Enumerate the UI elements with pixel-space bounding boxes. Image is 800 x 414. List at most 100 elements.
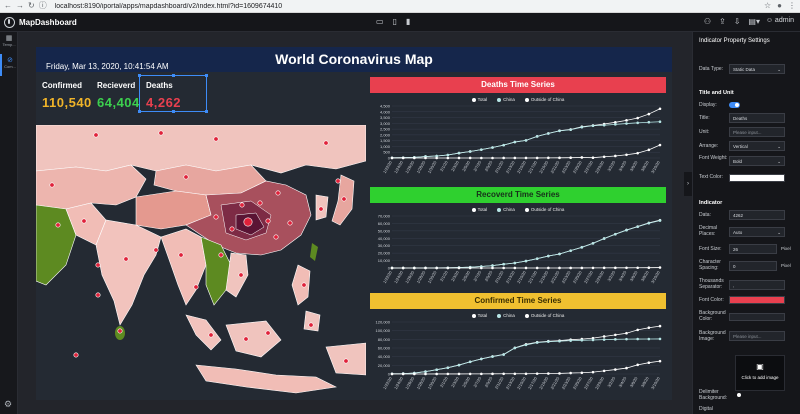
char-spacing-input[interactable]: 0 bbox=[729, 261, 777, 271]
data-point[interactable] bbox=[524, 266, 528, 270]
arrange-select[interactable]: Vertical ⌄ bbox=[729, 141, 785, 151]
data-point[interactable] bbox=[480, 357, 483, 361]
data-point[interactable] bbox=[602, 123, 606, 127]
data-point[interactable] bbox=[424, 266, 427, 270]
data-point[interactable] bbox=[535, 135, 539, 138]
legend-item[interactable]: China bbox=[497, 206, 515, 213]
data-point[interactable] bbox=[647, 120, 651, 124]
data-point[interactable] bbox=[658, 337, 662, 341]
font-color-swatch[interactable] bbox=[729, 296, 785, 304]
settings-icon[interactable]: ⚙ bbox=[4, 399, 13, 409]
upload-icon[interactable]: ⇪ bbox=[719, 17, 726, 26]
background-color-swatch[interactable] bbox=[729, 313, 785, 321]
data-point[interactable] bbox=[547, 372, 550, 375]
data-point[interactable] bbox=[636, 225, 639, 229]
data-point[interactable] bbox=[636, 116, 639, 120]
data-point[interactable] bbox=[547, 266, 550, 270]
star-icon[interactable]: ☆ bbox=[763, 1, 772, 10]
share-icon[interactable]: ⚇ bbox=[703, 17, 712, 26]
data-point[interactable] bbox=[558, 266, 561, 270]
indicator-deaths[interactable]: Deaths 4,262 bbox=[146, 81, 181, 110]
data-point[interactable] bbox=[513, 372, 517, 376]
thousands-separator-input[interactable]: , bbox=[729, 280, 785, 290]
data-point[interactable] bbox=[614, 266, 617, 270]
legend-item[interactable]: China bbox=[497, 312, 515, 319]
data-point[interactable] bbox=[491, 264, 494, 267]
legend-item[interactable]: Outside of China bbox=[524, 206, 564, 213]
data-point[interactable] bbox=[591, 338, 595, 342]
data-point[interactable] bbox=[658, 143, 662, 147]
data-point[interactable] bbox=[446, 156, 450, 160]
font-size-input[interactable]: 26 bbox=[729, 244, 777, 254]
data-point[interactable] bbox=[502, 143, 505, 147]
data-point[interactable] bbox=[636, 328, 639, 332]
data-point[interactable] bbox=[547, 254, 550, 258]
data-point[interactable] bbox=[390, 372, 394, 376]
data-point[interactable] bbox=[502, 156, 505, 160]
data-point[interactable] bbox=[658, 266, 662, 269]
sidebar-item-components[interactable]: ⊘ Com... bbox=[0, 54, 18, 76]
legend-item[interactable]: Outside of China bbox=[524, 96, 564, 103]
data-point[interactable] bbox=[524, 259, 528, 263]
data-point[interactable] bbox=[625, 153, 628, 157]
data-point[interactable] bbox=[591, 266, 595, 270]
data-point[interactable] bbox=[636, 121, 639, 125]
data-point[interactable] bbox=[446, 153, 450, 157]
deaths-chart-panel[interactable]: Deaths Time Series Total China Outside o… bbox=[370, 77, 666, 183]
data-point[interactable] bbox=[435, 156, 438, 160]
data-point[interactable] bbox=[491, 156, 494, 160]
background-image-input[interactable]: Please input... bbox=[729, 331, 785, 341]
unit-input[interactable]: Please input... bbox=[729, 127, 785, 137]
data-point[interactable] bbox=[625, 122, 628, 125]
data-point[interactable] bbox=[502, 353, 505, 356]
data-point[interactable] bbox=[558, 156, 561, 160]
data-point[interactable] bbox=[457, 156, 461, 160]
data-point[interactable] bbox=[435, 154, 438, 158]
download-icon[interactable]: ⇩ bbox=[733, 17, 741, 26]
data-point[interactable] bbox=[513, 156, 517, 160]
data-point[interactable] bbox=[647, 361, 651, 365]
data-point[interactable] bbox=[658, 359, 662, 363]
data-point[interactable] bbox=[502, 262, 505, 266]
data-point[interactable] bbox=[647, 337, 651, 341]
data-point[interactable] bbox=[647, 221, 651, 225]
data-point[interactable] bbox=[591, 156, 595, 159]
data-point[interactable] bbox=[480, 266, 483, 270]
data-point[interactable] bbox=[491, 266, 494, 270]
data-point[interactable] bbox=[625, 228, 628, 232]
add-image-button[interactable]: ▣ Click to add image bbox=[735, 355, 785, 391]
indicator-confirmed[interactable]: Confirmed 110,540 bbox=[42, 81, 92, 110]
decimal-places-select[interactable]: Auto ⌄ bbox=[729, 227, 785, 237]
data-point[interactable] bbox=[547, 156, 550, 160]
data-point[interactable] bbox=[457, 363, 461, 367]
data-point[interactable] bbox=[591, 242, 595, 245]
data-point[interactable] bbox=[614, 368, 617, 371]
data-point[interactable] bbox=[413, 372, 416, 376]
data-point[interactable] bbox=[413, 156, 416, 160]
coronavirus-map[interactable] bbox=[36, 125, 366, 400]
data-point[interactable] bbox=[636, 151, 639, 155]
data-point[interactable] bbox=[569, 128, 572, 132]
data-point[interactable] bbox=[535, 156, 539, 160]
data-point[interactable] bbox=[480, 372, 483, 376]
data-point[interactable] bbox=[602, 335, 606, 338]
data-point[interactable] bbox=[625, 266, 628, 270]
data-point[interactable] bbox=[502, 266, 505, 270]
data-input[interactable]: 4262 bbox=[729, 210, 785, 220]
data-point[interactable] bbox=[636, 337, 639, 341]
font-weight-select[interactable]: Bold ⌄ bbox=[729, 156, 785, 166]
data-point[interactable] bbox=[547, 340, 550, 343]
data-point[interactable] bbox=[558, 339, 561, 343]
mobile-icon[interactable]: ▮ bbox=[405, 17, 411, 26]
dashboard-datetime[interactable]: Friday, Mar 13, 2020, 10:41:54 AM bbox=[46, 62, 169, 71]
data-point[interactable] bbox=[468, 156, 472, 160]
data-point[interactable] bbox=[625, 337, 628, 341]
data-point[interactable] bbox=[424, 372, 427, 376]
data-point[interactable] bbox=[614, 121, 617, 124]
data-point[interactable] bbox=[435, 266, 438, 270]
data-point[interactable] bbox=[614, 123, 617, 126]
data-point[interactable] bbox=[614, 232, 617, 236]
data-point[interactable] bbox=[558, 372, 561, 375]
data-point[interactable] bbox=[491, 372, 494, 376]
info-icon[interactable]: ⓘ bbox=[38, 1, 47, 10]
